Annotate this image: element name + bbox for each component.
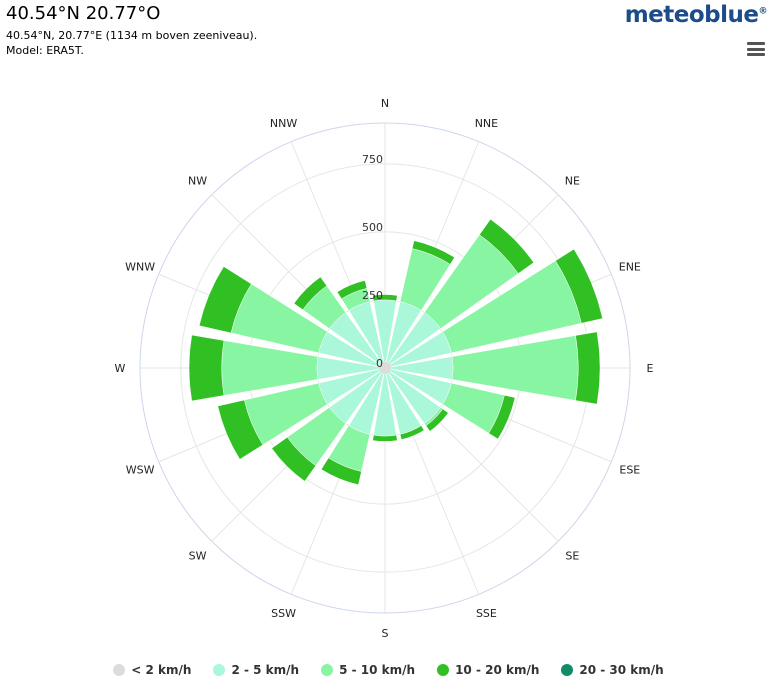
calm-center <box>379 362 391 374</box>
legend-label: 10 - 20 km/h <box>455 663 540 677</box>
legend-dot-icon <box>321 664 334 676</box>
radial-tick-label: 500 <box>362 221 383 234</box>
wedge-s-s3 <box>372 434 398 442</box>
legend: < 2 km/h 2 - 5 km/h 5 - 10 km/h 10 - 20 … <box>0 660 777 680</box>
wedge-ssw-s3 <box>320 457 362 486</box>
direction-label-ene: ENE <box>619 261 641 274</box>
legend-label: 2 - 5 km/h <box>231 663 300 677</box>
legend-item-2-5[interactable]: 2 - 5 km/h <box>213 660 299 680</box>
wedge-n-s3 <box>372 294 398 302</box>
legend-item-5-10[interactable]: 5 - 10 km/h <box>321 660 415 680</box>
direction-label-se: SE <box>565 549 579 562</box>
wedge-ne-s3 <box>479 218 535 274</box>
wedge-ese-s3 <box>488 394 516 440</box>
chart-subtitle: 40.54°N, 20.77°E (1134 m boven zeeniveau… <box>6 28 257 58</box>
logo-registered-mark: ® <box>758 6 768 17</box>
radial-tick-label: 250 <box>362 289 383 302</box>
legend-item-20-30[interactable]: 20 - 30 km/h <box>561 660 664 680</box>
wedge-wnw-s3 <box>198 266 252 334</box>
direction-label-sse: SSE <box>476 607 497 620</box>
legend-dot-icon <box>561 664 574 676</box>
direction-label-nw: NW <box>188 175 207 188</box>
legend-dot-icon <box>113 664 126 676</box>
wedge-nne-s3 <box>411 240 455 265</box>
legend-label: < 2 km/h <box>131 663 192 677</box>
radial-tick-label: 0 <box>376 357 383 370</box>
direction-label-ssw: SSW <box>271 607 296 620</box>
wedge-se-s3 <box>425 408 449 432</box>
direction-label-nne: NNE <box>475 117 498 130</box>
meteoblue-logo[interactable]: meteoblue® <box>624 2 768 28</box>
wedge-wsw-s3 <box>217 399 264 460</box>
model-line: Model: ERA5T. <box>6 44 84 57</box>
logo-text: meteoblue <box>624 2 759 28</box>
direction-label-wsw: WSW <box>126 463 155 476</box>
wedge-sw-s3 <box>271 436 317 482</box>
wedge-nw-s3 <box>293 276 328 311</box>
location-line: 40.54°N, 20.77°E (1134 m boven zeeniveau… <box>6 29 258 42</box>
legend-label: 5 - 10 km/h <box>339 663 416 677</box>
direction-label-wnw: WNW <box>125 261 155 274</box>
direction-label-e: E <box>647 362 654 375</box>
direction-label-ne: NE <box>565 175 580 188</box>
legend-label: 20 - 30 km/h <box>579 663 664 677</box>
chart-title: 40.54°N 20.77°O <box>6 3 161 24</box>
legend-dot-icon <box>437 664 450 676</box>
direction-label-nnw: NNW <box>270 117 297 130</box>
direction-label-w: W <box>115 362 126 375</box>
direction-label-sw: SW <box>189 549 207 562</box>
direction-label-n: N <box>381 97 389 110</box>
legend-dot-icon <box>213 664 226 676</box>
direction-label-ese: ESE <box>619 463 640 476</box>
hamburger-menu-icon[interactable] <box>747 42 765 56</box>
wedge-sse-s3 <box>399 425 425 440</box>
legend-item-10-20[interactable]: 10 - 20 km/h <box>437 660 539 680</box>
wedge-w-s3 <box>188 334 225 402</box>
direction-label-s: S <box>382 627 389 640</box>
radial-tick-label: 750 <box>362 153 383 166</box>
wedge-nnw-s3 <box>336 280 368 300</box>
wedge-e-s3 <box>575 331 601 405</box>
wedge-ene-s3 <box>555 248 603 324</box>
legend-item-calm[interactable]: < 2 km/h <box>113 660 191 680</box>
